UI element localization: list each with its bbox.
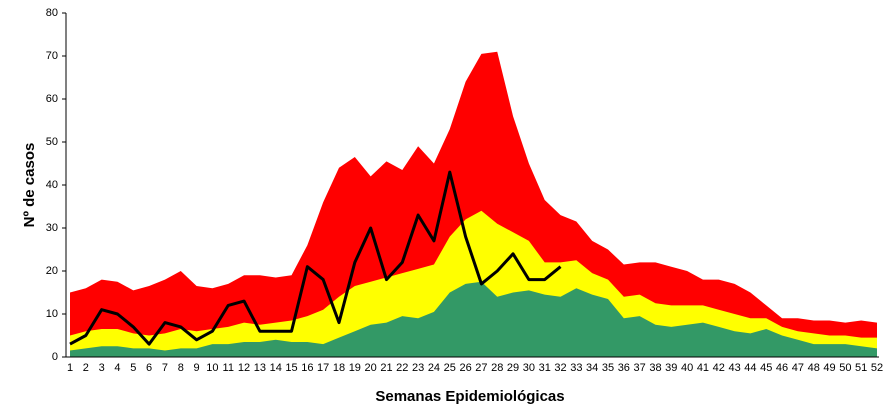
y-tick-label: 50 <box>46 136 58 148</box>
x-tick-label: 34 <box>586 362 598 374</box>
x-tick-label: 14 <box>270 362 282 374</box>
y-axis-title: Nº de casos <box>21 143 38 228</box>
y-tick-label: 20 <box>46 265 58 277</box>
x-tick-label: 36 <box>618 362 630 374</box>
x-tick-label: 39 <box>665 362 677 374</box>
x-tick-label: 23 <box>412 362 424 374</box>
x-axis-title: Semanas Epidemiológicas <box>375 388 564 405</box>
x-tick-label: 19 <box>349 362 361 374</box>
x-tick-label: 42 <box>713 362 725 374</box>
y-tick-label: 40 <box>46 179 58 191</box>
x-tick-label: 7 <box>162 362 168 374</box>
x-tick-label: 13 <box>254 362 266 374</box>
x-tick-label: 45 <box>760 362 772 374</box>
x-tick-label: 49 <box>823 362 835 374</box>
x-tick-label: 17 <box>317 362 329 374</box>
x-tick-label: 33 <box>570 362 582 374</box>
x-tick-label: 52 <box>871 362 883 374</box>
x-tick-label: 44 <box>744 362 756 374</box>
area <box>70 281 877 357</box>
x-tick-label: 10 <box>206 362 218 374</box>
x-tick-label: 31 <box>539 362 551 374</box>
x-tick-label: 20 <box>365 362 377 374</box>
x-tick-label: 29 <box>507 362 519 374</box>
x-tick-label: 41 <box>697 362 709 374</box>
x-tick-label: 8 <box>178 362 184 374</box>
x-tick-label: 48 <box>808 362 820 374</box>
x-tick-label: 51 <box>855 362 867 374</box>
x-tick-label: 32 <box>554 362 566 374</box>
area <box>70 51 877 357</box>
x-tick-label: 26 <box>459 362 471 374</box>
line <box>69 170 562 346</box>
x-tick-label: 6 <box>146 362 152 374</box>
x-tick-label: 15 <box>285 362 297 374</box>
x-tick-label: 47 <box>792 362 804 374</box>
x-tick-label: 27 <box>475 362 487 374</box>
x-tick-label: 9 <box>194 362 200 374</box>
y-tick-label: 30 <box>46 222 58 234</box>
x-tick-label: 37 <box>634 362 646 374</box>
x-tick-label: 3 <box>99 362 105 374</box>
y-tick-label: 80 <box>46 7 58 19</box>
x-tick-label: 22 <box>396 362 408 374</box>
y-tick-label: 0 <box>52 351 58 363</box>
y-tick-label: 60 <box>46 93 58 105</box>
x-tick-label: 16 <box>301 362 313 374</box>
x-tick-label: 24 <box>428 362 440 374</box>
x-tick-label: 21 <box>380 362 392 374</box>
y-tick-label: 70 <box>46 50 58 62</box>
x-tick-label: 46 <box>776 362 788 374</box>
x-tick-label: 50 <box>839 362 851 374</box>
x-tick-label: 5 <box>130 362 136 374</box>
x-tick-label: 12 <box>238 362 250 374</box>
x-tick-label: 11 <box>223 362 234 374</box>
x-tick-label: 43 <box>728 362 740 374</box>
x-tick-label: 1 <box>67 362 73 374</box>
x-tick-label: 4 <box>114 362 120 374</box>
x-tick-label: 40 <box>681 362 693 374</box>
x-tick-label: 25 <box>444 362 456 374</box>
x-tick-label: 30 <box>523 362 535 374</box>
x-tick-label: 2 <box>83 362 89 374</box>
x-tick-label: 18 <box>333 362 345 374</box>
y-tick-label: 10 <box>46 308 58 320</box>
x-tick-label: 35 <box>602 362 614 374</box>
x-tick-label: 38 <box>649 362 661 374</box>
x-tick-label: 28 <box>491 362 503 374</box>
